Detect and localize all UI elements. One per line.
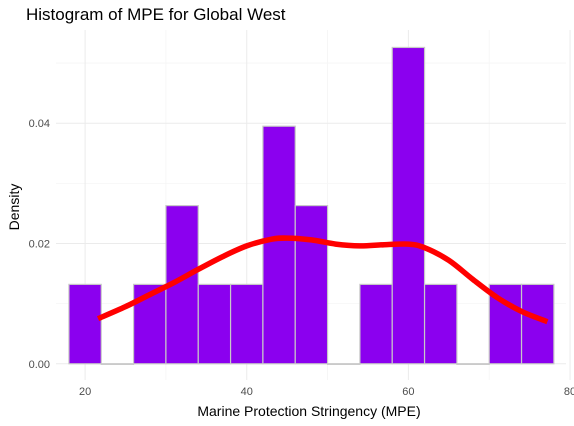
y-tick-label: 0.00	[29, 359, 50, 371]
x-tick-label: 40	[241, 386, 253, 398]
histogram-bar	[197, 283, 232, 365]
chart-title: Histogram of MPE for Global West	[26, 5, 286, 24]
histogram-bar	[326, 363, 361, 365]
histogram-bar	[456, 363, 490, 365]
histogram-bar	[423, 283, 458, 365]
histogram-bar	[359, 283, 393, 365]
y-tick-label: 0.02	[29, 238, 50, 250]
histogram-bar	[68, 283, 102, 365]
histogram-bar	[520, 283, 555, 365]
density-curve	[96, 235, 549, 325]
y-axis-ticks: 0.00 0.02 0.04	[29, 118, 50, 371]
x-tick-label: 60	[402, 386, 414, 398]
x-axis-title: Marine Protection Stringency (MPE)	[197, 403, 420, 419]
density-curve-layer	[96, 235, 549, 325]
x-tick-label: 80	[564, 386, 574, 398]
histogram-bar	[229, 283, 264, 365]
histogram-bar	[391, 46, 426, 365]
x-tick-label: 20	[79, 386, 91, 398]
x-axis-ticks: 20 40 60 80	[79, 386, 574, 398]
histogram-bars	[68, 46, 555, 365]
histogram-bar	[100, 363, 135, 365]
y-tick-label: 0.04	[29, 118, 50, 130]
y-axis-title: Density	[6, 184, 22, 231]
histogram-bar	[294, 205, 329, 365]
histogram-bar	[262, 125, 296, 365]
